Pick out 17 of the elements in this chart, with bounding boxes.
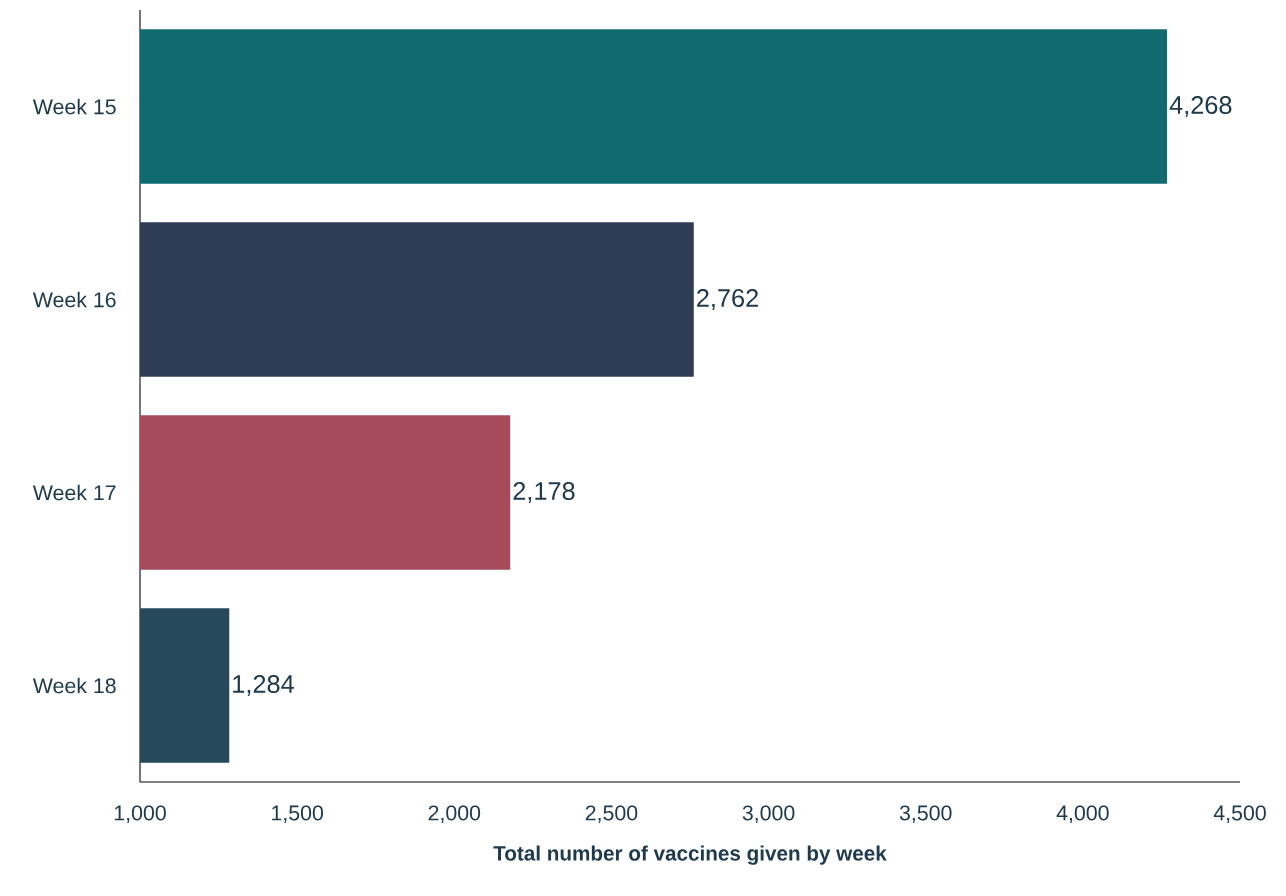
data-label: 1,284 — [233, 675, 294, 696]
x-tick-label: 1,500 — [272, 805, 323, 823]
y-tick-label: Week 15 — [32, 98, 116, 115]
x-tick-label: 4,500 — [1213, 805, 1266, 823]
data-label: 4,268 — [1169, 96, 1232, 117]
x-tick-label: 2,000 — [428, 805, 481, 823]
x-tick-label: 4,000 — [1056, 805, 1109, 823]
y-tick-label: Week 18 — [32, 677, 116, 694]
x-tick-label: 3,500 — [899, 805, 952, 823]
y-tick-label: Week 16 — [32, 291, 116, 308]
x-tick-label: 3,000 — [742, 805, 795, 823]
data-label: 2,178 — [513, 482, 575, 503]
x-tick-label: 2,500 — [585, 805, 638, 823]
x-axis-title: Total number of vaccines given by week — [493, 845, 887, 865]
data-label: 2,762 — [697, 289, 758, 310]
y-tick-label: Week 17 — [32, 484, 116, 501]
x-tick-label: 1,000 — [114, 805, 166, 823]
